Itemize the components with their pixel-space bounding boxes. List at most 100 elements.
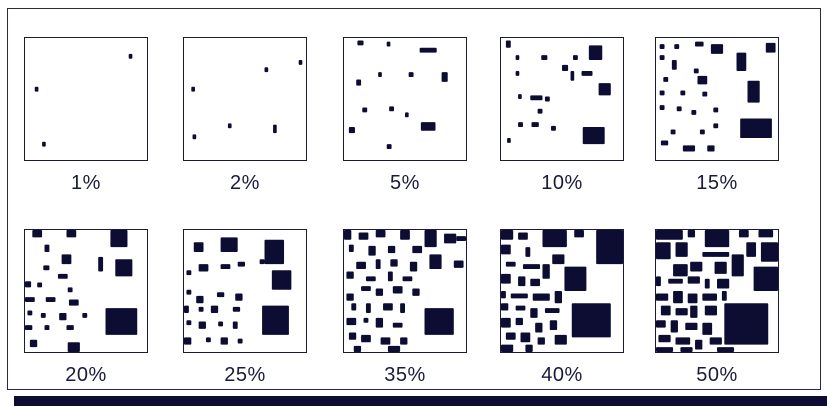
occupied-cell (128, 53, 133, 59)
occupied-cell (361, 286, 371, 291)
occupied-cell (699, 129, 705, 135)
occupied-cell (361, 334, 371, 343)
pattern-panel-6 (24, 229, 148, 353)
occupied-cell (721, 291, 727, 301)
pattern-panel-9 (500, 229, 624, 353)
occupied-cell (220, 337, 228, 345)
occupied-cell (518, 94, 522, 99)
occupied-cell (663, 77, 669, 82)
occupied-cell (505, 40, 511, 48)
occupied-cell (660, 140, 669, 146)
occupied-cell (531, 122, 539, 128)
occupied-cell (656, 242, 671, 260)
occupied-cell (675, 308, 688, 316)
occupied-cell (501, 303, 509, 311)
occupied-cell (66, 230, 77, 238)
occupied-cell (702, 251, 730, 257)
occupied-cell (375, 288, 384, 296)
occupied-cell (375, 317, 384, 328)
occupied-cell (535, 322, 543, 333)
occupied-cell (348, 244, 354, 252)
pattern-svg (184, 237, 292, 345)
occupied-cell (383, 303, 393, 311)
occupied-cell (501, 244, 511, 255)
occupied-cell (390, 259, 398, 267)
occupied-cell (687, 230, 696, 238)
occupied-cell (695, 41, 704, 47)
occupied-cell (191, 86, 195, 92)
occupied-cell (530, 308, 538, 318)
occupied-cell (82, 312, 88, 318)
occupied-cell (542, 230, 567, 248)
occupied-cell (695, 339, 703, 350)
occupied-cell (740, 118, 772, 139)
pattern-svg (344, 230, 466, 352)
pattern-panel-5 (655, 37, 779, 161)
occupied-cell (424, 308, 454, 335)
occupied-cell (205, 337, 211, 343)
occupied-cell (551, 125, 556, 131)
occupied-cell (682, 145, 696, 152)
occupied-cell (232, 321, 238, 329)
occupied-cell (186, 270, 192, 276)
occupied-cell (362, 107, 368, 113)
occupied-cell (691, 109, 697, 115)
pattern-panel-3 (343, 37, 467, 161)
occupied-cell (525, 247, 531, 257)
occupied-cell (273, 124, 277, 134)
occupied-cell (510, 293, 528, 299)
occupied-cell (570, 70, 575, 81)
occupied-cell (259, 259, 265, 265)
occupied-cell (365, 276, 376, 282)
occupied-cell (658, 334, 671, 343)
occupied-cell (67, 287, 73, 293)
occupied-cell (198, 321, 206, 329)
bottom-bar (14, 396, 827, 406)
occupied-cell (389, 106, 395, 112)
occupied-cell (588, 45, 603, 60)
occupied-cell (520, 332, 531, 343)
occupied-cell (380, 337, 391, 345)
panel-label-5: 15% (696, 172, 738, 194)
occupied-cell (115, 259, 133, 277)
occupied-cell (673, 291, 683, 304)
occupied-cell (518, 232, 528, 240)
occupied-cell (271, 270, 292, 290)
occupied-cell (358, 232, 369, 240)
occupied-cell (198, 264, 209, 272)
occupied-cell (704, 230, 730, 248)
occupied-cell (765, 42, 776, 53)
occupied-cell (210, 305, 219, 313)
occupied-cell (675, 337, 691, 345)
occupied-cell (67, 342, 80, 352)
pattern-svg (348, 40, 448, 150)
panel-label-4: 10% (541, 172, 583, 194)
occupied-cell (98, 256, 104, 272)
pattern-panel-1 (24, 37, 148, 161)
occupied-cell (572, 55, 578, 60)
pattern-svg (191, 59, 303, 140)
occupied-cell (704, 278, 710, 289)
occupied-cell (532, 293, 550, 301)
occupied-cell (57, 273, 68, 279)
occupied-cell (530, 278, 541, 287)
occupied-cell (656, 293, 669, 301)
pattern-svg (505, 40, 611, 145)
occupied-cell (375, 230, 386, 238)
occupied-cell (501, 230, 514, 240)
occupied-cell (408, 72, 414, 78)
occupied-cell (400, 230, 410, 240)
occupied-cell (505, 332, 516, 340)
occupied-cell (704, 305, 717, 316)
occupied-cell (709, 337, 722, 345)
occupied-cell (582, 127, 605, 145)
occupied-cell (357, 40, 364, 46)
occupied-cell (675, 242, 688, 257)
occupied-cell (674, 44, 680, 49)
occupied-cell (32, 230, 43, 238)
occupied-cell (409, 261, 418, 272)
occupied-cell (746, 242, 757, 257)
occupied-cell (365, 303, 371, 313)
occupied-cell (656, 276, 661, 287)
occupied-cell (419, 47, 437, 53)
